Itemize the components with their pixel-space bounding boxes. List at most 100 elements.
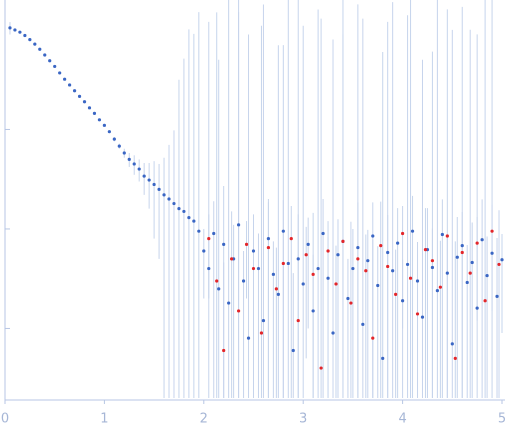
data-point (53, 64, 57, 69)
data-point (207, 236, 211, 241)
data-point (289, 236, 293, 241)
data-point (336, 253, 340, 257)
data-point (261, 318, 266, 323)
x-tick-label: 5 (498, 412, 505, 427)
data-point (274, 287, 278, 291)
data-point (48, 59, 52, 63)
data-point (490, 229, 494, 233)
data-point (157, 187, 161, 191)
data-point (475, 241, 479, 245)
data-point (364, 269, 368, 273)
data-point (172, 201, 176, 206)
data-point (147, 178, 151, 182)
data-point (391, 269, 395, 273)
data-point (43, 53, 47, 57)
data-point (182, 209, 186, 214)
data-point (415, 279, 420, 283)
data-point (386, 264, 390, 269)
data-point (453, 356, 457, 361)
data-point (266, 236, 271, 241)
data-point (438, 285, 442, 289)
data-point (415, 312, 420, 316)
data-point (142, 174, 146, 178)
data-point (256, 266, 261, 271)
data-point (38, 47, 42, 51)
data-point (349, 301, 353, 305)
data-point (192, 219, 196, 223)
data-point (296, 318, 300, 323)
data-point (222, 348, 226, 353)
data-point (63, 77, 67, 81)
data-point (244, 242, 249, 246)
data-point (259, 331, 264, 335)
data-point (306, 242, 310, 246)
data-point (396, 241, 400, 245)
data-point (87, 106, 92, 110)
data-point (480, 238, 484, 242)
data-point (13, 28, 17, 32)
data-point (420, 315, 425, 319)
data-point (246, 336, 251, 340)
data-point (455, 255, 459, 259)
data-point (241, 279, 246, 283)
data-point (77, 94, 82, 98)
x-tick-label: 1 (100, 412, 108, 427)
data-point (371, 234, 375, 238)
data-point (97, 118, 102, 122)
data-point (301, 282, 305, 286)
data-point (326, 249, 330, 253)
data-point (251, 249, 256, 253)
data-point (281, 229, 285, 233)
x-tick-label: 0 (1, 412, 9, 427)
data-point (408, 276, 413, 280)
data-point (227, 301, 231, 305)
data-point (331, 331, 335, 335)
data-point (470, 260, 474, 265)
data-point (236, 309, 241, 313)
data-point (18, 30, 22, 34)
data-point (132, 162, 136, 166)
data-point (112, 137, 116, 141)
data-point (102, 123, 106, 127)
data-point (394, 292, 398, 296)
data-point (28, 37, 32, 42)
data-point (271, 272, 275, 276)
data-point (286, 261, 290, 266)
data-point (212, 231, 216, 236)
data-point (341, 239, 345, 243)
data-point (230, 257, 234, 261)
data-point (68, 83, 72, 87)
data-point (401, 299, 405, 303)
data-point (319, 366, 323, 370)
data-point (410, 229, 415, 233)
data-point (423, 248, 428, 252)
data-point (440, 232, 444, 237)
data-point (435, 289, 439, 293)
data-point (490, 251, 494, 255)
data-point (371, 336, 375, 340)
data-point (304, 253, 308, 257)
data-point (460, 244, 464, 248)
data-point (207, 266, 211, 271)
data-point (162, 193, 166, 197)
x-tick-label: 4 (398, 412, 406, 427)
data-point (127, 157, 131, 162)
data-point (381, 356, 385, 361)
data-point (137, 167, 141, 171)
data-point (495, 294, 499, 298)
data-point (72, 89, 77, 93)
data-point (33, 42, 37, 46)
data-point (177, 207, 181, 211)
data-point (236, 223, 241, 227)
data-point (311, 272, 315, 276)
data-point (82, 100, 87, 104)
data-point (346, 296, 350, 301)
data-point (23, 33, 27, 38)
data-point (468, 271, 472, 275)
data-point (215, 279, 219, 283)
data-point (450, 342, 454, 346)
data-point (197, 229, 201, 233)
data-point (497, 262, 501, 267)
data-point (316, 266, 320, 271)
